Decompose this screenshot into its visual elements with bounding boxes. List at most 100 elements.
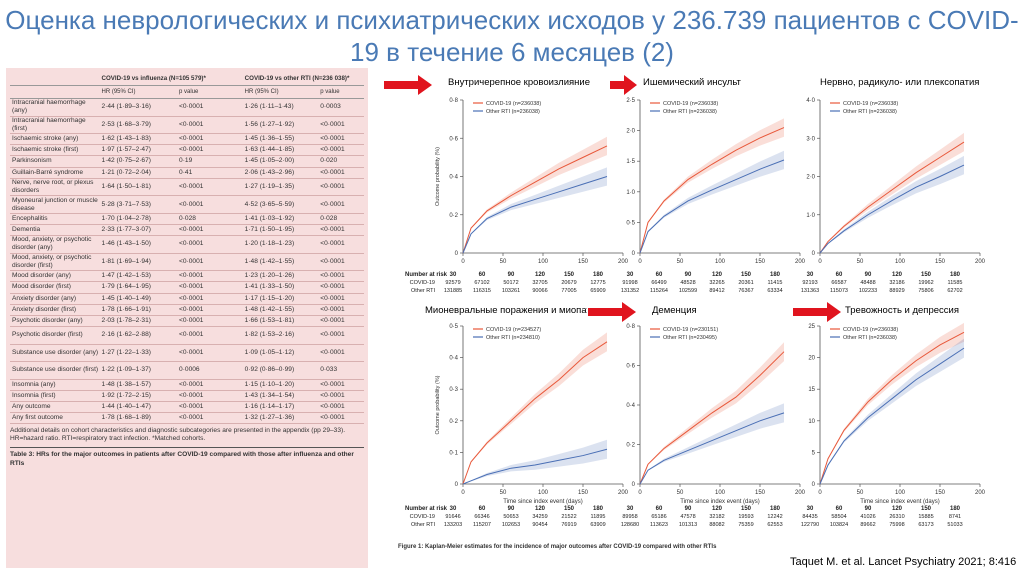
value-cell: 1·70 (1·04–2·78) (101, 214, 151, 222)
value-cell: <0·0001 (320, 120, 345, 128)
risk-count: 122790 (801, 522, 819, 528)
value-cell: <0·0001 (179, 283, 204, 291)
risk-day: 180 (950, 506, 961, 512)
x-axis-label: Time since index event (days) (860, 499, 939, 505)
value-cell: 1·32 (1·27–1·36) (244, 414, 295, 422)
panel-label: Нервно, радикуло- или плексопатия (820, 77, 980, 88)
risk-day: 60 (479, 272, 486, 278)
value-cell: <0·0001 (320, 403, 345, 411)
value-cell: <0·0001 (179, 240, 204, 248)
series-line (819, 164, 965, 254)
table-sub-header: HR (95% CI) p value HR (95% CI) p value (10, 86, 364, 99)
value-cell: 1·66 (1·53–1·81) (244, 316, 295, 324)
value-cell: 1·63 (1·44–1·85) (244, 146, 295, 154)
x-tick-label: 200 (618, 490, 629, 496)
legend-label: Other RTI (n=236038) (843, 109, 897, 115)
risk-day: 60 (836, 272, 843, 278)
table-row: Intracranial haemorrhage (any) 2·44 (1·89… (10, 99, 364, 117)
x-tick-label: 100 (715, 490, 726, 496)
risk-group-label: COVID-19 (410, 280, 435, 286)
value-cell: <0·0001 (320, 414, 345, 422)
series-line (639, 351, 785, 485)
y-tick-label: 5 (812, 450, 816, 456)
value-cell: <0·0001 (179, 316, 204, 324)
value-cell: 0·028 (179, 214, 196, 222)
table-row: Mood, anxiety, or psychotic disorder (fi… (10, 254, 364, 272)
y-tick-label: 0·6 (449, 136, 458, 142)
risk-count: 115207 (473, 522, 491, 528)
risk-count: 76367 (738, 288, 753, 294)
value-cell: 1·81 (1·69–1·94) (101, 257, 151, 265)
risk-day: 180 (593, 272, 604, 278)
value-cell: <0·0001 (179, 135, 204, 143)
risk-count: 63173 (918, 522, 933, 528)
x-tick-label: 50 (677, 259, 684, 265)
ci-band (640, 150, 784, 253)
legend-label: COVID-19 (n=236038) (663, 101, 718, 107)
risk-count: 92193 (802, 280, 817, 286)
series-line (639, 159, 785, 254)
x-tick-label: 150 (935, 259, 946, 265)
value-cell: 1·16 (1·14–1·17) (244, 403, 295, 411)
table-row: Insomnia (first) 1·92 (1·72–2·15) <0·0001 1… (10, 391, 364, 402)
ci-band (463, 332, 607, 484)
x-tick-label: 50 (857, 490, 864, 496)
legend-label: COVID-19 (n=236038) (843, 327, 898, 333)
y-tick-label: 2·0 (626, 129, 635, 135)
outcome-cell: Anxiety disorder (any) (12, 294, 77, 302)
value-cell: 0·41 (179, 168, 193, 176)
value-cell: <0·0001 (179, 272, 204, 280)
value-cell: 1·82 (1·53–2·16) (244, 331, 295, 339)
table-row: Ischaemic stroke (first) 1·97 (1·57–2·47)… (10, 145, 364, 157)
value-cell: 1·78 (1·68–1·89) (101, 414, 151, 422)
x-tick-label: 200 (795, 490, 806, 496)
y-tick-label: 0·5 (449, 324, 458, 330)
value-cell: <0·0001 (320, 331, 345, 339)
value-cell: <0·0001 (320, 257, 345, 265)
risk-count: 26310 (889, 514, 904, 520)
x-tick-label: 0 (818, 490, 822, 496)
value-cell: 1·20 (1·18–1·23) (244, 240, 295, 248)
risk-count: 63909 (590, 522, 605, 528)
value-cell: <0·0001 (320, 200, 345, 208)
risk-count: 131352 (621, 288, 639, 294)
risk-count: 76919 (561, 522, 576, 528)
series-line (639, 127, 785, 254)
y-tick-label: 0·8 (449, 98, 458, 104)
y-tick-label: 0 (632, 251, 636, 257)
sub-header-p2: p value (320, 89, 340, 95)
y-tick-label: 0 (455, 251, 459, 257)
legend-label: Other RTI (n=230495) (663, 335, 717, 341)
x-tick-label: 100 (895, 490, 906, 496)
y-tick-label: 0 (455, 482, 459, 488)
risk-count: 19593 (738, 514, 753, 520)
value-cell: <0·0001 (320, 240, 345, 248)
outcome-cell: Ischaemic stroke (any) (12, 135, 79, 143)
value-cell: <0·0001 (179, 183, 204, 190)
risk-day: 150 (564, 272, 575, 278)
risk-count: 92579 (445, 280, 460, 286)
risk-day: 150 (921, 506, 932, 512)
table-row: Dementia 2·33 (1·77–3·07) <0·0001 1·71 (1·5… (10, 225, 364, 237)
table-group-header: COVID-19 vs influenza (N=105 579)* COVID… (10, 72, 364, 86)
sub-header-hr2: HR (95% CI) (244, 89, 279, 95)
risk-count: 89662 (860, 522, 875, 528)
risk-count: 66499 (651, 280, 666, 286)
value-cell: 1·43 (1·34–1·54) (244, 391, 295, 399)
risk-count: 62553 (767, 522, 782, 528)
x-tick-label: 150 (578, 259, 589, 265)
risk-label: Number at risk (405, 506, 448, 512)
x-tick-label: 50 (677, 490, 684, 496)
y-tick-label: 0·4 (449, 175, 458, 181)
x-tick-label: 0 (638, 259, 642, 265)
outcome-cell: Mood, anxiety, or psychotic disorder (fi… (12, 253, 92, 269)
value-cell: 0·028 (320, 214, 338, 222)
risk-count: 101313 (679, 522, 697, 528)
y-tick-label: 0·8 (626, 324, 635, 330)
risk-day: 150 (741, 272, 752, 278)
y-tick-label: 0·6 (626, 364, 635, 370)
outcome-cell: Dementia (12, 226, 41, 234)
table-row: Insomnia (any) 1·48 (1·38–1·57) <0·0001 1·1… (10, 380, 364, 391)
table-row: Anxiety disorder (any) 1·45 (1·40–1·49) <0… (10, 294, 364, 305)
slide-title: Оценка неврологических и психиатрических… (5, 5, 1019, 67)
